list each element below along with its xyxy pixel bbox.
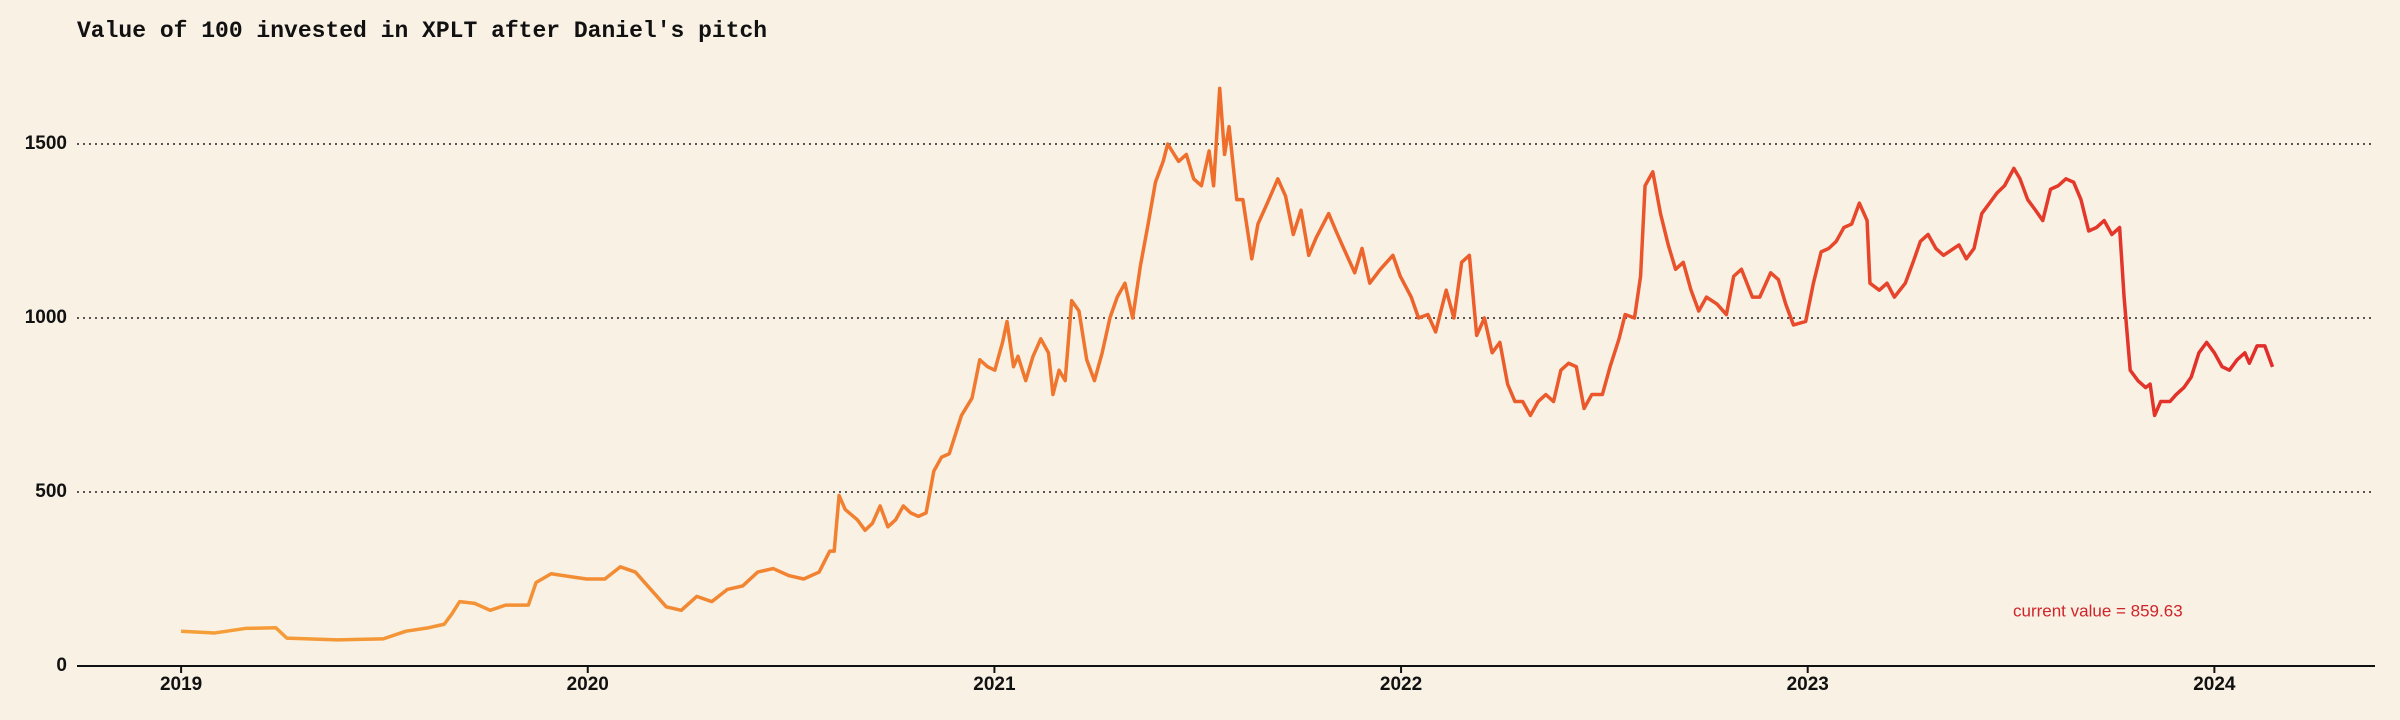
price-line bbox=[181, 86, 2275, 642]
x-tick-label: 2021 bbox=[973, 674, 1016, 695]
x-tick-label: 2023 bbox=[1787, 674, 1829, 695]
x-tick-label: 2019 bbox=[160, 674, 202, 695]
chart-title: Value of 100 invested in XPLT after Dani… bbox=[77, 18, 767, 44]
y-tick-label: 1500 bbox=[25, 133, 67, 154]
x-tick-label: 2024 bbox=[2193, 674, 2236, 695]
y-tick-label: 500 bbox=[35, 481, 67, 502]
x-tick-label: 2022 bbox=[1380, 674, 1422, 695]
y-tick-label: 1000 bbox=[25, 307, 67, 328]
x-tick-label: 2020 bbox=[567, 674, 609, 695]
annotation: current value = 859.63 bbox=[2013, 601, 2183, 620]
y-tick-label: 0 bbox=[56, 655, 67, 676]
